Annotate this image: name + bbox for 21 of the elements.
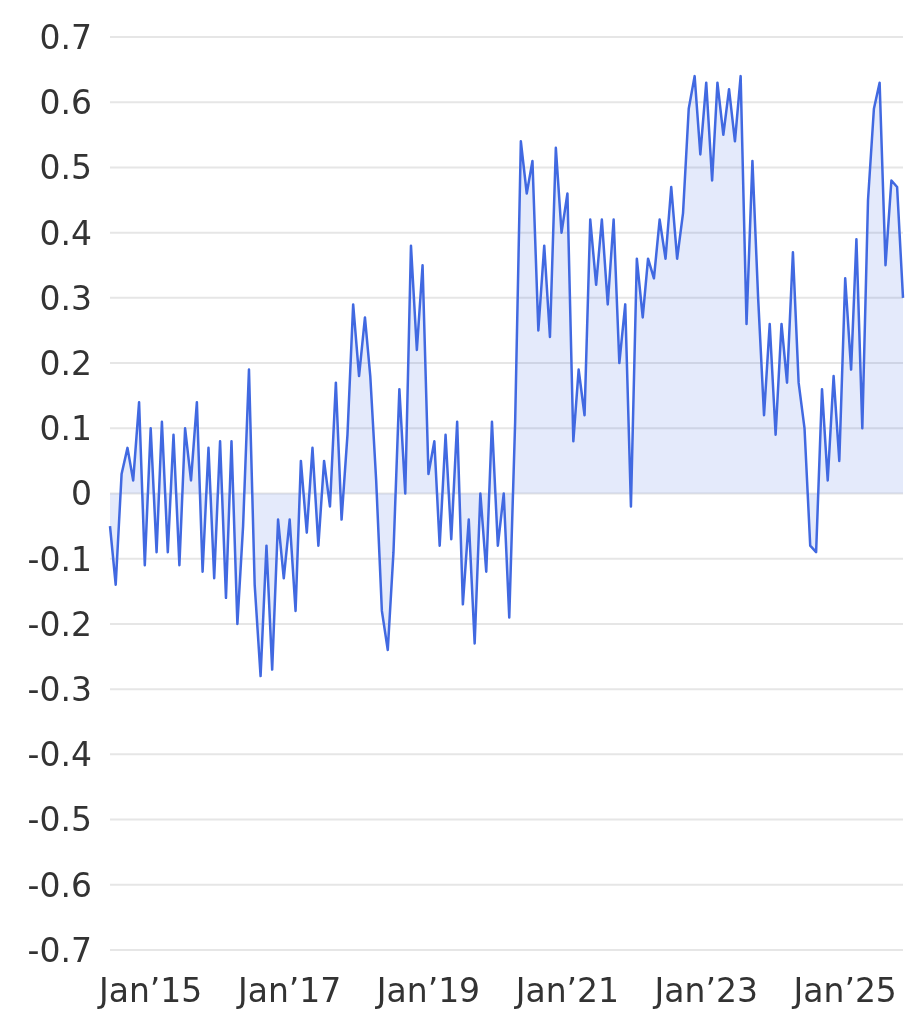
x-tick-label: Jan’25 <box>791 971 897 1010</box>
x-tick-label: Jan’19 <box>374 971 481 1010</box>
y-tick-label: -0.3 <box>27 670 92 710</box>
y-tick-label: -0.5 <box>27 800 92 840</box>
y-tick-label: -0.7 <box>27 930 92 970</box>
y-tick-label: 0.5 <box>39 148 92 188</box>
x-tick-label: Jan’21 <box>513 971 620 1010</box>
x-tick-label: Jan’17 <box>235 971 342 1010</box>
y-tick-label: -0.1 <box>27 539 92 579</box>
y-tick-label: 0.2 <box>39 343 92 383</box>
y-tick-label: 0.1 <box>39 409 92 449</box>
x-tick-label: Jan’23 <box>652 971 758 1010</box>
y-tick-label: 0 <box>71 474 92 514</box>
y-tick-label: 0.3 <box>39 278 92 318</box>
y-tick-label: 0.7 <box>39 17 92 57</box>
y-tick-label: -0.2 <box>27 604 92 644</box>
x-tick-label: Jan’15 <box>97 971 203 1010</box>
y-tick-label: 0.4 <box>39 213 92 253</box>
y-tick-label: -0.4 <box>27 735 92 775</box>
y-tick-label: -0.6 <box>27 865 92 905</box>
y-tick-label: 0.6 <box>39 83 92 123</box>
